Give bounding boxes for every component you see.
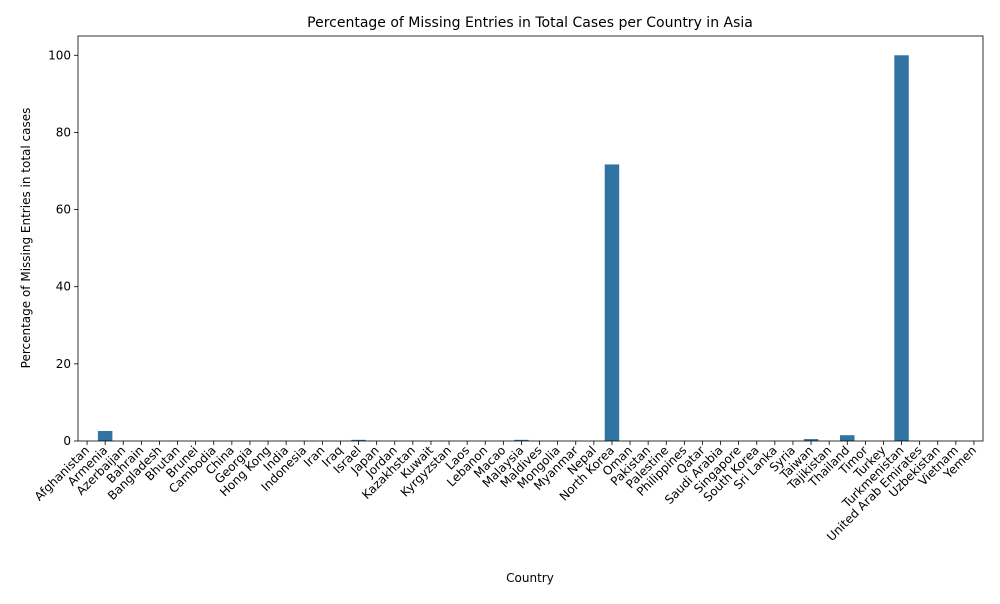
y-axis-label: Percentage of Missing Entries in total c…: [19, 108, 33, 369]
bars-group: [97, 55, 909, 441]
bar-turkmenistan: [894, 55, 909, 441]
bar-israel: [351, 439, 366, 441]
plot-frame: [77, 35, 984, 442]
y-tick-label: 80: [56, 125, 71, 139]
bar-armenia: [97, 430, 113, 441]
y-tick-label: 100: [48, 48, 71, 62]
x-axis: AfghanistanArmeniaAzerbaijanBahrainBangl…: [32, 441, 979, 544]
chart-title: Percentage of Missing Entries in Total C…: [307, 15, 753, 31]
y-tick-label: 40: [56, 280, 71, 294]
bar-taiwan: [803, 439, 819, 441]
y-axis: 0 20 40 60 80 100: [48, 48, 78, 448]
bar-malaysia: [514, 439, 529, 441]
bar-thailand: [840, 435, 855, 441]
y-tick-label: 20: [56, 357, 71, 371]
x-axis-label: Country: [506, 571, 554, 585]
y-tick-label: 60: [56, 203, 71, 217]
bar-north-korea: [604, 164, 620, 441]
y-tick-label: 0: [63, 434, 71, 448]
